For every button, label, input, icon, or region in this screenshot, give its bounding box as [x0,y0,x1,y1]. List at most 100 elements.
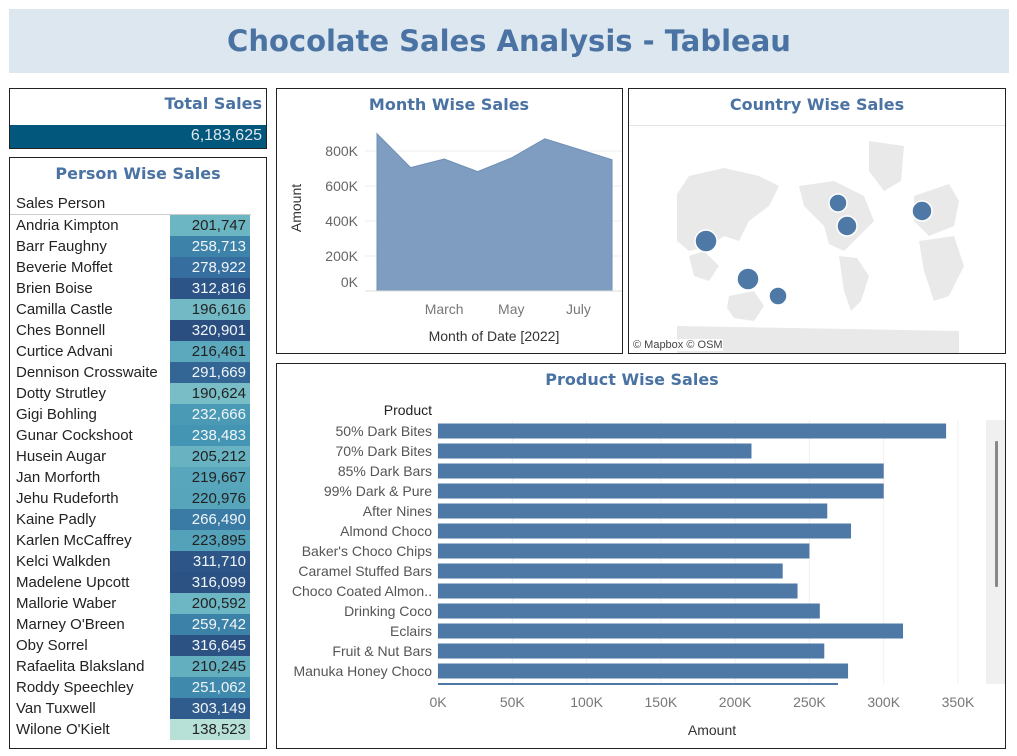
y-tick-label: 600K [325,178,358,194]
product-label: Fruit & Nut Bars [332,643,432,659]
person-row[interactable]: Jehu Rudeforth 220,976 [10,488,251,509]
person-name: Kelci Walkden [16,553,111,570]
person-row[interactable]: Marney O'Breen 259,742 [10,614,251,635]
person-row[interactable]: Barr Faughny 258,713 [10,236,251,257]
bubble-usa[interactable] [836,215,858,237]
x-axis-label: Month of Date [2022] [429,328,560,344]
person-name: Beverie Moffet [16,259,113,276]
person-wise-sales-panel: Person Wise Sales Sales Person Andria Ki… [9,157,267,749]
person-sales-value: 303,149 [170,698,250,719]
person-row[interactable]: Wilone O'Kielt 138,523 [10,719,251,740]
map-attribution[interactable]: © Mapbox © OSM [633,339,723,351]
person-row[interactable]: Mallorie Waber 200,592 [10,593,251,614]
product-label: Drinking Coco [344,603,432,619]
total-sales-panel: Total Sales 6,183,625 [9,88,267,149]
person-name: Karlen McCaffrey [16,532,132,549]
person-sales-value: 320,901 [170,320,250,341]
bar-10 [438,623,904,639]
month-area-chart[interactable]: Month Wise Sales 0K 200K 400K 600K 800K March M… [277,89,622,353]
product-label: Eclairs [390,623,432,639]
product-chart-title: Product Wise Sales [545,370,718,389]
person-row[interactable]: Kelci Walkden 311,710 [10,551,251,572]
scrollbar-thumb[interactable] [995,441,998,587]
product-label: 70% Dark Bites [336,443,432,459]
bubble-india[interactable] [694,229,718,253]
person-sales-value: 138,523 [170,719,250,740]
person-name: Madelene Upcott [16,574,130,591]
person-row[interactable]: Husein Augar 205,212 [10,446,251,467]
month-wise-sales-panel: Month Wise Sales 0K 200K 400K 600K 800K March M… [276,88,623,354]
bar-2 [438,463,884,479]
person-row[interactable]: Jan Morforth 219,667 [10,467,251,488]
person-row[interactable]: Camilla Castle 196,616 [10,299,251,320]
bar-4 [438,503,828,519]
bar-6 [438,543,810,559]
person-row[interactable]: Andria Kimpton 201,747 [10,215,251,236]
person-sales-value: 190,624 [170,383,250,404]
bubble-canada[interactable] [828,193,848,213]
product-label: 50% Dark Bites [336,423,432,439]
person-sales-value: 219,667 [170,467,250,488]
product-label: 85% Dark Bars [338,463,432,479]
country-wise-sales-panel: Country Wise Sales © Mapbox © OSM [628,88,1006,354]
dashboard-title: Chocolate Sales Analysis - Tableau [9,9,1009,73]
person-sales-value: 251,062 [170,677,250,698]
person-name: Kaine Padly [16,511,97,528]
product-label: 99% Dark & Pure [324,483,432,499]
person-row[interactable]: Gigi Bohling 232,666 [10,404,251,425]
country-sales-title: Country Wise Sales [729,95,905,114]
x-tick-label: 0K [429,694,447,710]
product-label: Manuka Honey Choco [293,663,432,679]
person-row[interactable]: Rafaelita Blaksland 210,245 [10,656,251,677]
person-name: Husein Augar [16,448,107,465]
product-header: Product [384,402,432,418]
person-sales-value: 200,592 [170,593,250,614]
person-row[interactable]: Madelene Upcott 316,099 [10,572,251,593]
product-label: Choco Coated Almon.. [292,583,432,599]
person-sales-value: 210,245 [170,656,250,677]
title-divider [629,125,1005,126]
person-row[interactable]: Oby Sorrel 316,645 [10,635,251,656]
person-sales-value: 316,645 [170,635,250,656]
person-sales-value: 266,490 [170,509,250,530]
person-sales-value: 201,747 [170,215,250,236]
bubble-australia[interactable] [736,267,760,291]
person-sales-value: 316,099 [170,572,250,593]
bubble-new-zealand[interactable] [768,286,788,306]
x-tick-label: 350K [942,694,975,710]
y-tick-label: 0K [341,274,359,290]
person-row[interactable]: Curtice Advani 216,461 [10,341,251,362]
y-tick-label: 800K [325,143,358,159]
person-row[interactable]: Kaine Padly 266,490 [10,509,251,530]
person-row[interactable]: Roddy Speechley 251,062 [10,677,251,698]
world-map[interactable] [629,126,1005,353]
header-divider [10,214,251,215]
x-tick-label: 150K [645,694,678,710]
person-sales-value: 196,616 [170,299,250,320]
person-row[interactable]: Dennison Crosswaite 291,669 [10,362,251,383]
x-axis-label: Amount [688,722,736,738]
person-row[interactable]: Karlen McCaffrey 223,895 [10,530,251,551]
y-tick-label: 200K [325,248,358,264]
person-name: Barr Faughny [16,238,107,255]
bar-1 [438,443,752,459]
person-sales-value: 291,669 [170,362,250,383]
bubble-uk[interactable] [911,200,933,222]
person-row[interactable]: Dotty Strutley 190,624 [10,383,251,404]
bar-7 [438,563,783,579]
x-tick-label: 200K [719,694,752,710]
y-axis-label: Amount [288,184,304,232]
person-name: Rafaelita Blaksland [16,658,145,675]
bar-8 [438,583,798,599]
person-row[interactable]: Ches Bonnell 320,901 [10,320,251,341]
total-sales-value[interactable]: 6,183,625 [10,125,266,148]
person-row[interactable]: Gunar Cockshoot 238,483 [10,425,251,446]
person-sales-value: 205,212 [170,446,250,467]
person-name: Dennison Crosswaite [16,364,158,381]
product-bar-chart[interactable]: Product Wise Sales Product 0K 50K 100K 150K 20… [277,364,1005,748]
person-row[interactable]: Brien Boise 312,816 [10,278,251,299]
x-tick-label: 250K [793,694,826,710]
person-row[interactable]: Beverie Moffet 278,922 [10,257,251,278]
bar-5 [438,523,852,539]
person-row[interactable]: Van Tuxwell 303,149 [10,698,251,719]
